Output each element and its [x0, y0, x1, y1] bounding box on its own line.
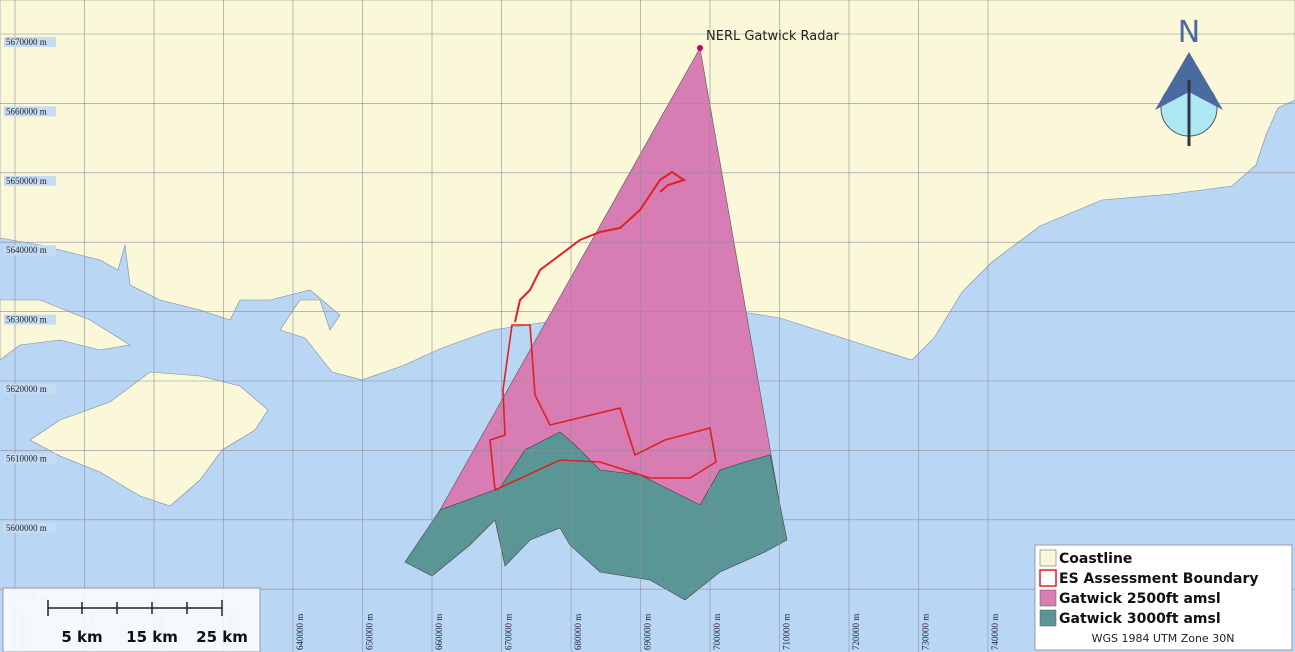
legend-label: ES Assessment Boundary — [1059, 571, 1259, 587]
legend-swatch — [1039, 569, 1057, 587]
x-grid-label: 720000 m — [851, 614, 861, 650]
x-grid-label: 680000 m — [573, 614, 583, 650]
legend-label: Gatwick 2500ft amsl — [1059, 591, 1221, 607]
x-grid-label: 660000 m — [434, 614, 444, 650]
y-label-bg — [4, 37, 56, 47]
legend-swatch — [1039, 609, 1057, 627]
scale-label: 15 km — [126, 628, 178, 646]
y-label-bg — [4, 522, 56, 533]
legend-swatch — [1039, 549, 1057, 567]
radar-label: NERL Gatwick Radar — [706, 29, 839, 44]
y-grid-label: 5660000 m — [6, 106, 47, 116]
legend-swatch — [1039, 589, 1057, 607]
x-grid-label: 710000 m — [782, 614, 792, 650]
y-grid-label: 5630000 m — [6, 315, 47, 325]
y-label-bg — [4, 384, 56, 394]
isle-of-wight — [29, 371, 269, 507]
north-arrow: N — [1155, 15, 1223, 146]
north-label: N — [1178, 15, 1200, 50]
y-label-bg — [4, 453, 56, 464]
radar-point — [697, 45, 703, 51]
y-label-bg — [4, 314, 56, 325]
x-grid-label: 670000 m — [504, 614, 514, 650]
y-grid-label: 5650000 m — [6, 176, 47, 186]
projection: WGS 1984 UTM Zone 30N — [1092, 632, 1235, 645]
scale-label: 5 km — [61, 628, 102, 646]
y-grid-label: 5600000 m — [6, 523, 47, 533]
es-cable-route — [514, 170, 687, 323]
scale-label: 25 km — [196, 628, 248, 646]
x-grid-label: 740000 m — [990, 614, 1000, 650]
y-grid-label: 5610000 m — [6, 453, 47, 463]
legend-label: Gatwick 3000ft amsl — [1059, 611, 1221, 627]
y-label-bg — [4, 106, 56, 117]
legend-label: Coastline — [1059, 551, 1132, 567]
x-grid-label: 700000 m — [712, 614, 722, 650]
y-grid-label: 5670000 m — [6, 37, 47, 47]
legend: Coastline ES Assessment Boundary Gatwick 2… — [1034, 544, 1293, 651]
y-grid-label: 5620000 m — [6, 384, 47, 394]
es-boundary — [489, 324, 717, 492]
x-grid-label: 640000 m — [295, 614, 305, 650]
scale-box: 5 km 15 km 25 km — [2, 587, 261, 652]
x-grid-label: 730000 m — [921, 614, 931, 650]
coverage-3000ft — [404, 431, 788, 601]
y-grid-label: 5640000 m — [6, 245, 47, 255]
y-label-bg — [4, 175, 56, 186]
x-grid-label: 690000 m — [643, 614, 653, 650]
x-grid-label: 650000 m — [365, 614, 375, 650]
y-label-bg — [4, 245, 56, 256]
